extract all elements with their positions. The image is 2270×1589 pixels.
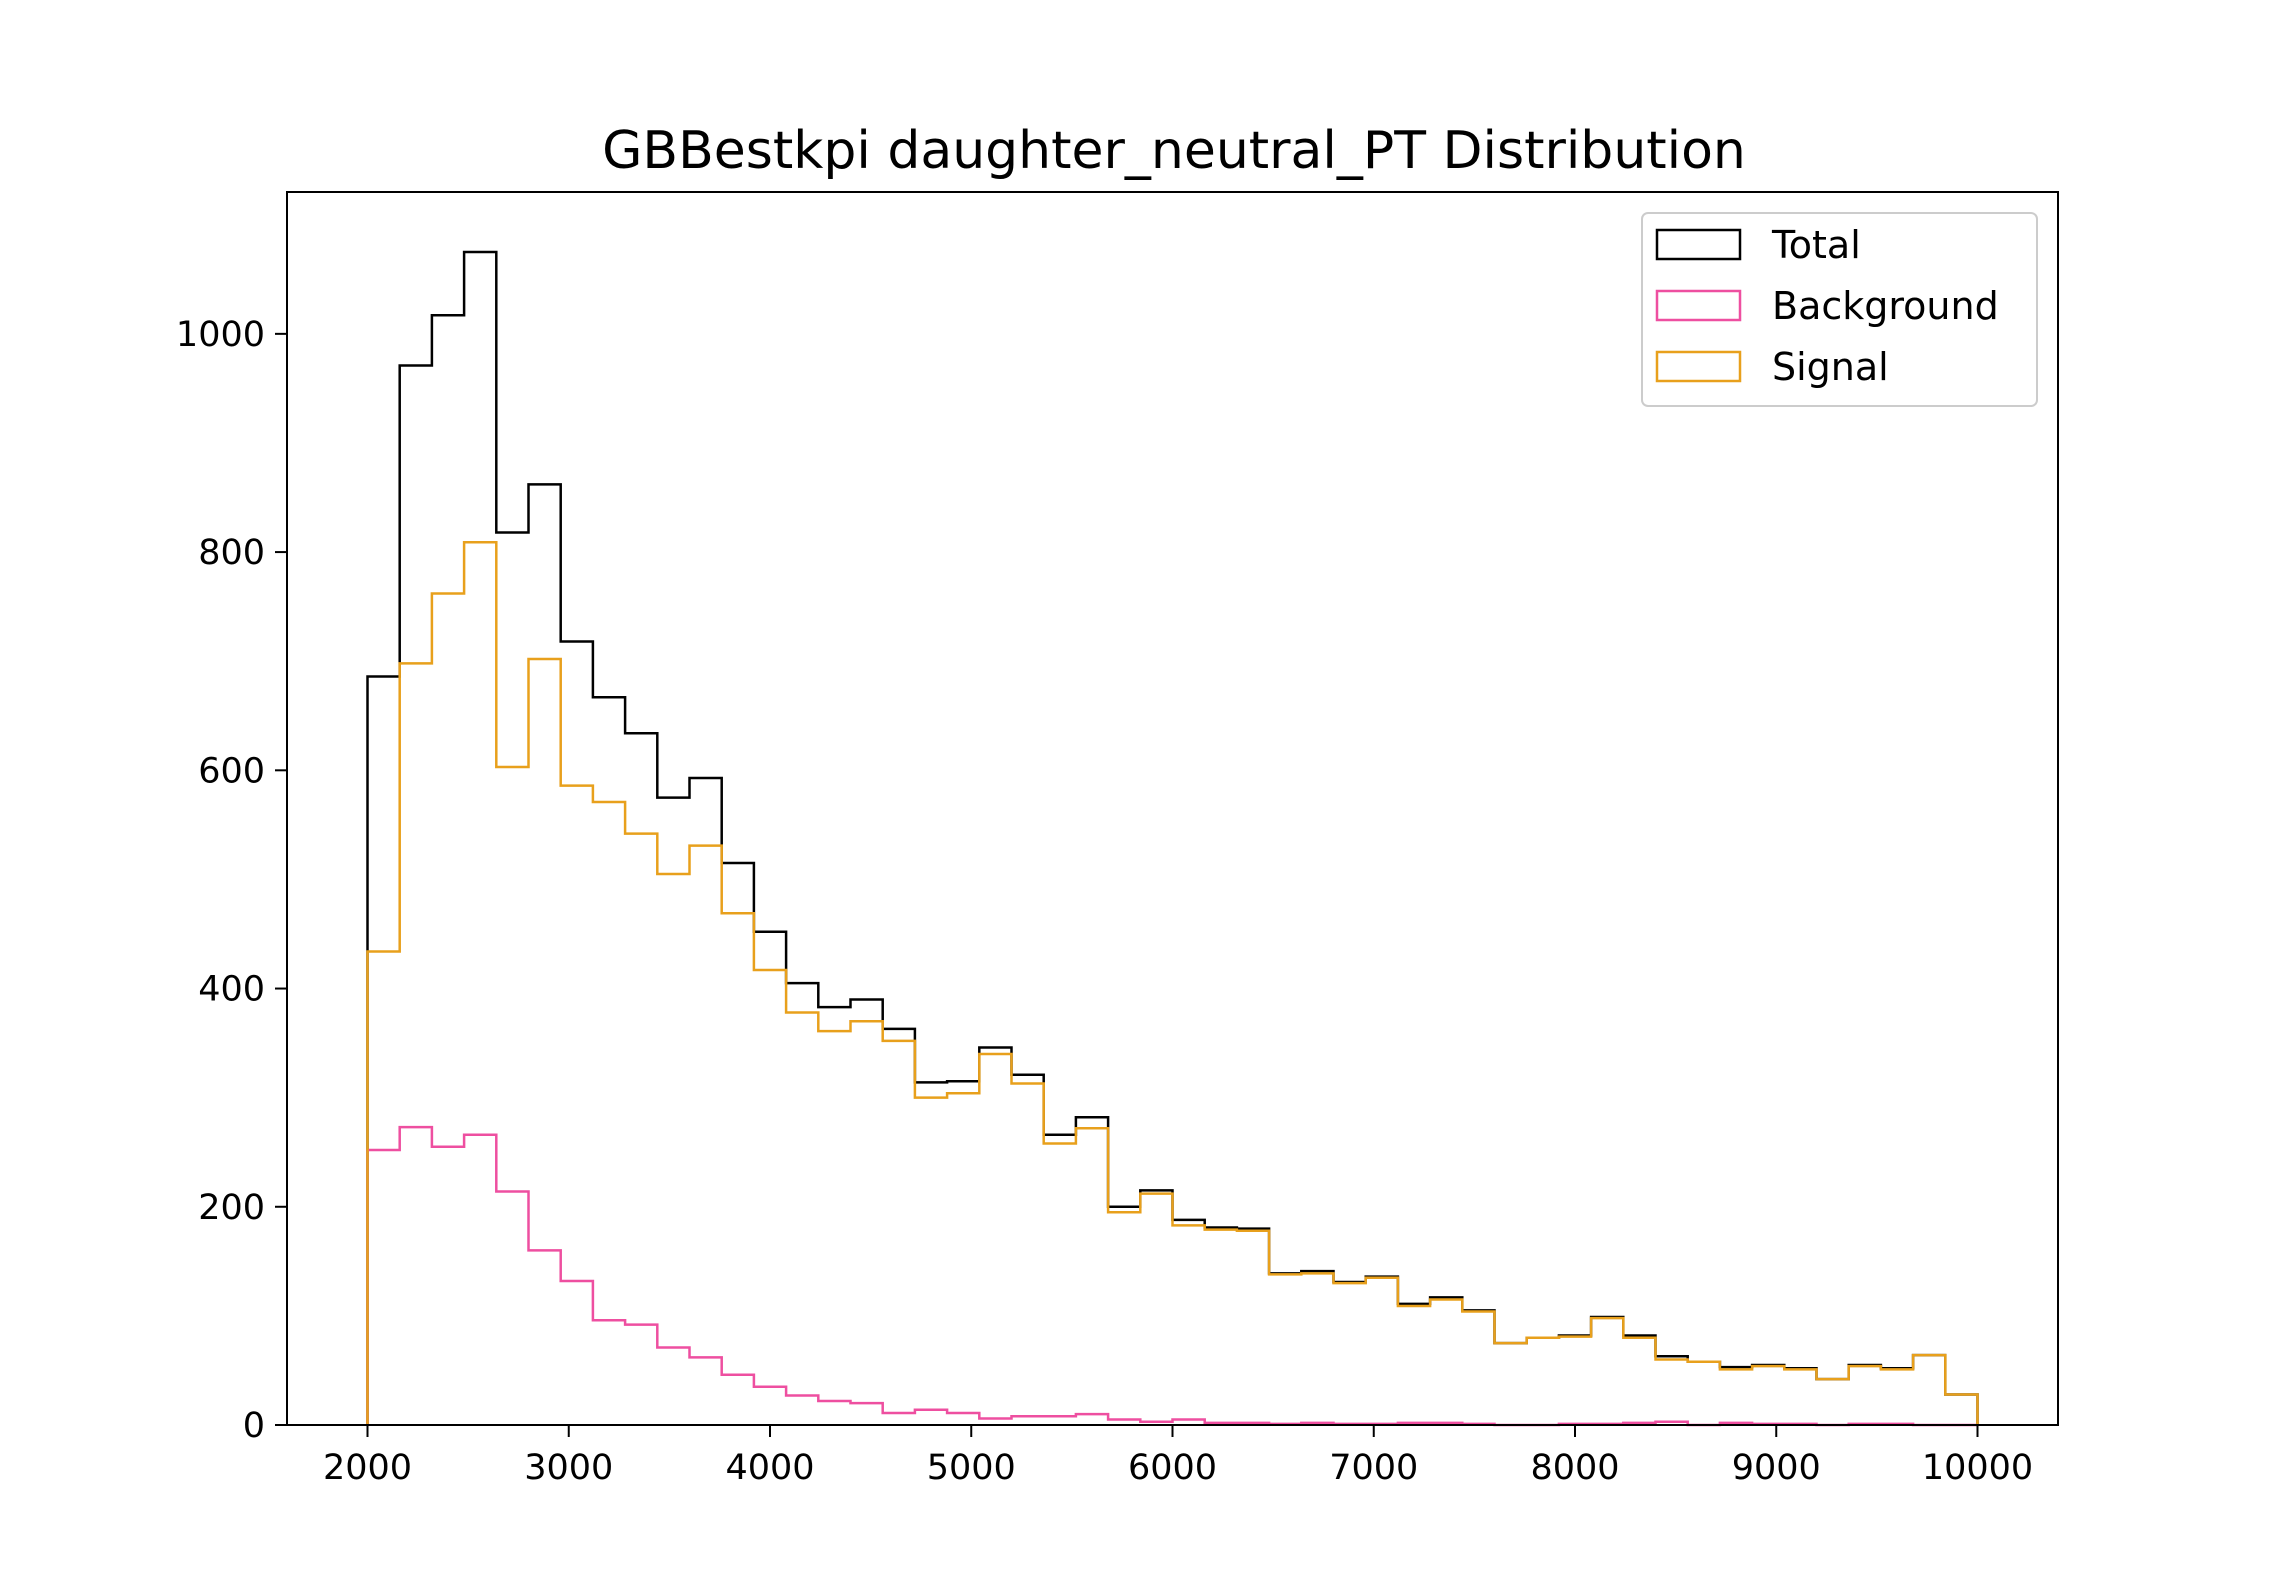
x-tick-label: 8000	[1530, 1448, 1619, 1488]
legend: Total Background Signal	[1641, 212, 2038, 407]
y-tick-label: 1000	[176, 315, 265, 355]
y-tick-label: 800	[198, 533, 265, 573]
chart-title: GBBestkpi daughter_neutral_PT Distributi…	[602, 121, 1746, 181]
legend-label-background: Background	[1772, 284, 1999, 328]
y-tick-label: 200	[198, 1188, 265, 1228]
legend-swatch-signal	[1655, 350, 1742, 383]
x-tick-label: 3000	[524, 1448, 613, 1488]
x-tick-label: 5000	[927, 1448, 1016, 1488]
x-tick-label: 9000	[1732, 1448, 1821, 1488]
y-tick-label: 600	[198, 751, 265, 791]
legend-label-total: Total	[1771, 223, 1861, 267]
series-line-signal	[366, 541, 1979, 1425]
series-line-background	[366, 1125, 1978, 1427]
legend-swatch-background	[1655, 289, 1742, 322]
legend-swatch-total	[1655, 228, 1742, 261]
legend-label-signal: Signal	[1772, 345, 1889, 389]
x-tick-label: 6000	[1128, 1448, 1217, 1488]
x-tick-label: 2000	[323, 1448, 412, 1488]
series-signal	[366, 541, 1979, 1425]
y-tick-label: 0	[243, 1406, 265, 1446]
x-tick-label: 10000	[1922, 1448, 2033, 1488]
series-layer	[366, 250, 1979, 1427]
y-axis: 0 200 400 600 800 1000	[176, 315, 287, 1446]
y-tick-label: 400	[198, 970, 265, 1010]
series-background	[366, 1125, 1978, 1427]
x-tick-label: 7000	[1329, 1448, 1418, 1488]
x-tick-label: 4000	[725, 1448, 814, 1488]
x-axis: 2000 3000 4000 5000 6000 7000 8000 9000 10000	[323, 1425, 2033, 1488]
